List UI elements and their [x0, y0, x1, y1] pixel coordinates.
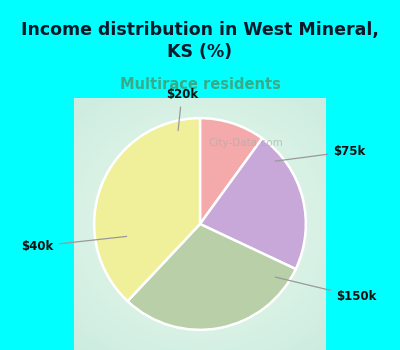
Wedge shape — [200, 138, 306, 269]
Text: City-Data.com: City-Data.com — [208, 138, 283, 148]
Text: $75k: $75k — [275, 145, 365, 161]
Wedge shape — [200, 118, 262, 224]
Text: Income distribution in West Mineral,
KS (%): Income distribution in West Mineral, KS … — [21, 21, 379, 61]
Text: $40k: $40k — [22, 236, 127, 253]
Text: $150k: $150k — [275, 277, 376, 303]
Text: Multirace residents: Multirace residents — [120, 77, 280, 92]
Wedge shape — [128, 224, 296, 330]
Wedge shape — [94, 118, 200, 301]
Text: $20k: $20k — [166, 89, 198, 131]
